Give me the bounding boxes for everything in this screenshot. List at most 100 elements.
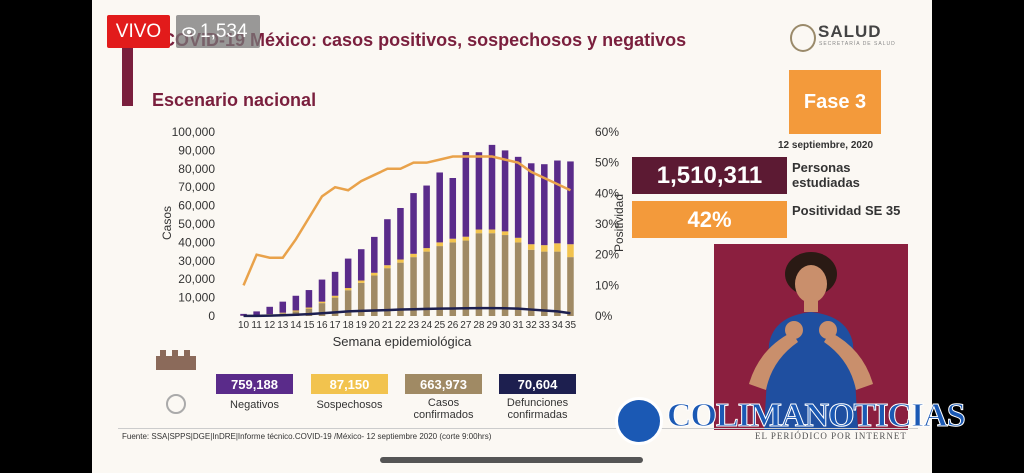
- bar-negativos: [410, 193, 417, 254]
- x-tick-label: 19: [356, 320, 368, 331]
- bar-sospechosos: [279, 312, 287, 314]
- x-tick-label: 26: [447, 320, 459, 331]
- x-tick-label: 24: [421, 320, 433, 331]
- y-tick-label: 30,000: [178, 254, 215, 268]
- y-tick-label: 60,000: [178, 199, 215, 213]
- bar-sospechosos: [423, 248, 430, 252]
- live-badge: VIVO: [107, 15, 170, 48]
- x-tick-label: 11: [251, 320, 262, 331]
- x-tick-label: 25: [434, 320, 446, 331]
- salud-emblem-icon: [790, 24, 816, 52]
- chart-plot: 0 10,000 20,000 30,000 40,000 50,000 60,000 70,…: [172, 125, 620, 331]
- institution-logos: [152, 350, 200, 420]
- x-tick-label: 10: [238, 320, 250, 331]
- bar-negativos: [397, 207, 404, 260]
- x-tick-label: 13: [277, 320, 289, 331]
- bar-sospechosos: [475, 229, 483, 234]
- deaths-line: [243, 306, 571, 318]
- x-tick-label: 16: [316, 320, 328, 331]
- studied-label: Personas estudiadas: [792, 160, 860, 190]
- bar-sospechosos: [344, 288, 352, 291]
- bar-negativos: [384, 219, 391, 266]
- bar-casos-confirmados: [488, 233, 496, 316]
- y2-tick-label: 10%: [595, 278, 619, 292]
- bar-negativos: [475, 152, 483, 230]
- legend-casos-value: 663,973: [405, 374, 482, 394]
- bar-casos-confirmados: [305, 308, 313, 316]
- bar-negativos: [253, 311, 260, 316]
- bar-sospechosos: [357, 280, 365, 283]
- bar-negativos: [514, 156, 522, 238]
- title-accent-bar: [122, 36, 133, 106]
- legend-defunciones-label: Defunciones confirmadas: [506, 397, 569, 421]
- x-tick-label: 22: [395, 320, 407, 331]
- bar-casos-confirmados: [554, 251, 561, 316]
- chart: 0 10,000 20,000 30,000 40,000 50,000 60,000 70,…: [160, 125, 626, 349]
- bar-casos-confirmados: [436, 246, 443, 316]
- bar-negativos: [423, 185, 430, 249]
- bar-casos-confirmados: [344, 290, 352, 316]
- y-tick-label: 20,000: [178, 272, 215, 286]
- x-tick-label: 33: [539, 320, 551, 331]
- home-indicator[interactable]: [380, 457, 643, 463]
- positivity-value: 42%: [632, 201, 787, 238]
- x-tick-label: 27: [460, 320, 472, 331]
- bar-negativos: [371, 236, 378, 273]
- bar-negativos: [305, 290, 313, 308]
- x-tick-label: 12: [264, 320, 276, 331]
- bar-sospechosos: [567, 244, 574, 258]
- x-tick-label: 21: [382, 320, 394, 331]
- bar-negativos: [527, 163, 535, 245]
- bar-negativos: [449, 178, 457, 239]
- phase-badge: Fase 3: [789, 70, 881, 134]
- bar-sospechosos: [397, 259, 404, 263]
- y2-tick-label: 20%: [595, 248, 619, 262]
- y-tick-label: 0: [208, 309, 215, 323]
- y2-tick-label: 40%: [595, 186, 619, 200]
- bar-negativos: [541, 164, 548, 246]
- bar-casos-confirmados: [501, 235, 509, 316]
- y-tick-label: 100,000: [172, 125, 216, 139]
- bar-sospechosos: [527, 244, 535, 250]
- bar-sospechosos: [488, 229, 496, 234]
- x-axis-label: Semana epidemiológica: [333, 334, 473, 349]
- bar-sospechosos: [331, 295, 339, 298]
- bar-casos-confirmados: [371, 275, 378, 316]
- bar-negativos: [501, 150, 509, 232]
- positivity-label: Positividad SE 35: [792, 203, 901, 218]
- bar-sospechosos: [449, 238, 457, 243]
- bar-casos-confirmados: [357, 282, 365, 316]
- bar-sospechosos: [541, 245, 548, 252]
- slide-title: COVID-19 México: casos positivos, sospec…: [162, 30, 687, 50]
- bar-sospechosos: [554, 243, 561, 252]
- watermark-brand: COLIMANOTICIAS: [667, 397, 967, 435]
- bar-sospechosos: [292, 310, 300, 312]
- x-tick-label: 32: [526, 320, 538, 331]
- bar-negativos: [279, 301, 287, 313]
- bar-casos-confirmados: [410, 257, 417, 316]
- legend-casos-label: Casos confirmados: [413, 397, 474, 421]
- legend-negativos-value: 759,188: [216, 374, 293, 394]
- bar-casos-confirmados: [318, 303, 326, 316]
- viewer-count: 1,534: [200, 20, 248, 42]
- y-tick-label: 70,000: [178, 180, 215, 194]
- bar-casos-confirmados: [514, 242, 522, 316]
- bar-negativos: [567, 161, 574, 245]
- viewer-count-badge: 1,534: [176, 15, 260, 48]
- y-tick-label: 80,000: [178, 162, 215, 176]
- bar-casos-confirmados: [423, 251, 430, 316]
- sign-language-interpreter: [714, 244, 908, 430]
- bar-casos-confirmados: [475, 233, 483, 316]
- y2-axis-label: Positividad: [612, 194, 626, 252]
- salud-logo: SALUD: [818, 22, 882, 41]
- interpreter-figure-icon: [749, 252, 873, 430]
- legend-defunciones-value: 70,604: [499, 374, 576, 394]
- x-tick-label: 17: [330, 320, 342, 331]
- x-tick-label: 20: [369, 320, 381, 331]
- bar-sospechosos: [436, 242, 443, 247]
- x-tick-label: 15: [303, 320, 315, 331]
- watermark-logo-icon: [615, 397, 663, 445]
- bar-sospechosos: [410, 253, 417, 258]
- bar-sospechosos: [501, 231, 509, 236]
- x-tick-label: 35: [565, 320, 577, 331]
